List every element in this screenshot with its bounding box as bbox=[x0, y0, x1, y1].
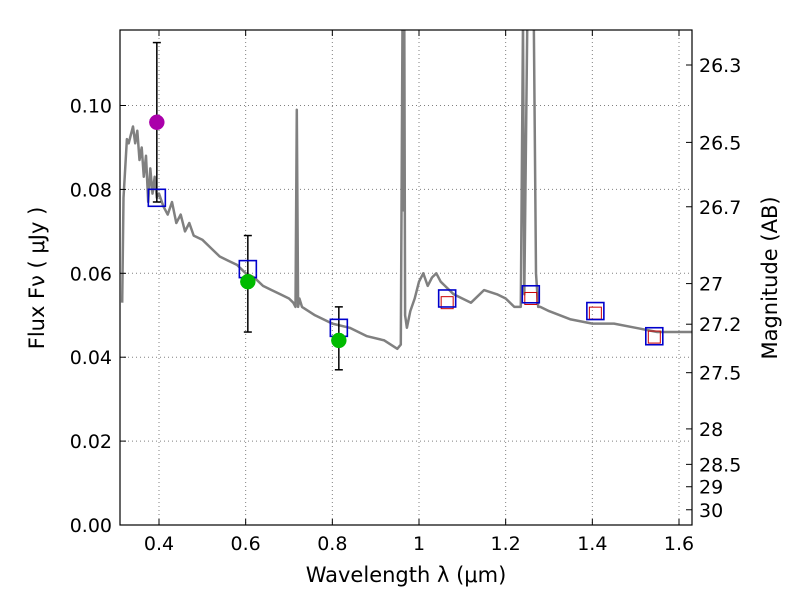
mag-tick-label: 28 bbox=[699, 419, 723, 441]
mag-tick-label: 30 bbox=[699, 500, 723, 522]
mag-tick-label: 26.5 bbox=[699, 132, 741, 154]
magenta-point bbox=[149, 114, 165, 131]
inner-box-marker bbox=[588, 306, 602, 320]
model-box-marker bbox=[147, 188, 167, 208]
x-tick-label: 1.4 bbox=[577, 533, 607, 555]
y-tick-label: 0.00 bbox=[70, 515, 112, 537]
plot-frame bbox=[119, 29, 693, 526]
inner-box-marker bbox=[647, 330, 661, 344]
model-box-marker bbox=[644, 326, 664, 346]
model-box-marker bbox=[521, 284, 541, 304]
mag-tick-label: 27.5 bbox=[699, 363, 741, 385]
mag-tick-label: 27.2 bbox=[699, 314, 741, 336]
x-tick-label: 1.2 bbox=[491, 533, 521, 555]
y-tick-label: 0.08 bbox=[70, 179, 112, 201]
mag-tick-label: 28.5 bbox=[699, 454, 741, 476]
y-tick-label: 0.02 bbox=[70, 431, 112, 453]
axes: 0.4 0.6 0.8 1 1.2 1.4 1.6 0.00 0.02 0.04 0.06 0.08 0… bbox=[70, 30, 741, 555]
x-tick-label: 0.6 bbox=[231, 533, 261, 555]
model-box-marker bbox=[586, 301, 605, 321]
spectrum-line bbox=[120, 30, 692, 351]
mag-tick-label: 26.3 bbox=[699, 55, 741, 77]
inner-box-marker bbox=[524, 291, 538, 305]
y-tick-label: 0.04 bbox=[70, 347, 112, 369]
x-tick-label: 0.8 bbox=[317, 533, 347, 555]
x-tick-label: 0.4 bbox=[144, 533, 174, 555]
inner-box-marker bbox=[440, 296, 454, 310]
mag-tick-label: 27 bbox=[699, 274, 723, 296]
y-tick-label: 0.06 bbox=[70, 263, 112, 285]
green-point-1 bbox=[240, 273, 256, 290]
mag-tick-label: 26.7 bbox=[699, 197, 741, 219]
x-tick-label: 1.6 bbox=[664, 533, 694, 555]
y-tick-label: 0.10 bbox=[70, 96, 112, 118]
x-tick-label: 1 bbox=[413, 533, 425, 555]
right-axis-label: Magnitude (AB) bbox=[758, 196, 782, 359]
green-point-2 bbox=[331, 332, 347, 349]
y-axis-label: Flux Fν ( μJy ) bbox=[25, 207, 49, 350]
mag-tick-label: 29 bbox=[699, 477, 723, 499]
model-box-marker bbox=[437, 289, 457, 308]
x-axis-label: Wavelength λ (μm) bbox=[306, 563, 507, 587]
data-layer bbox=[120, 30, 692, 371]
